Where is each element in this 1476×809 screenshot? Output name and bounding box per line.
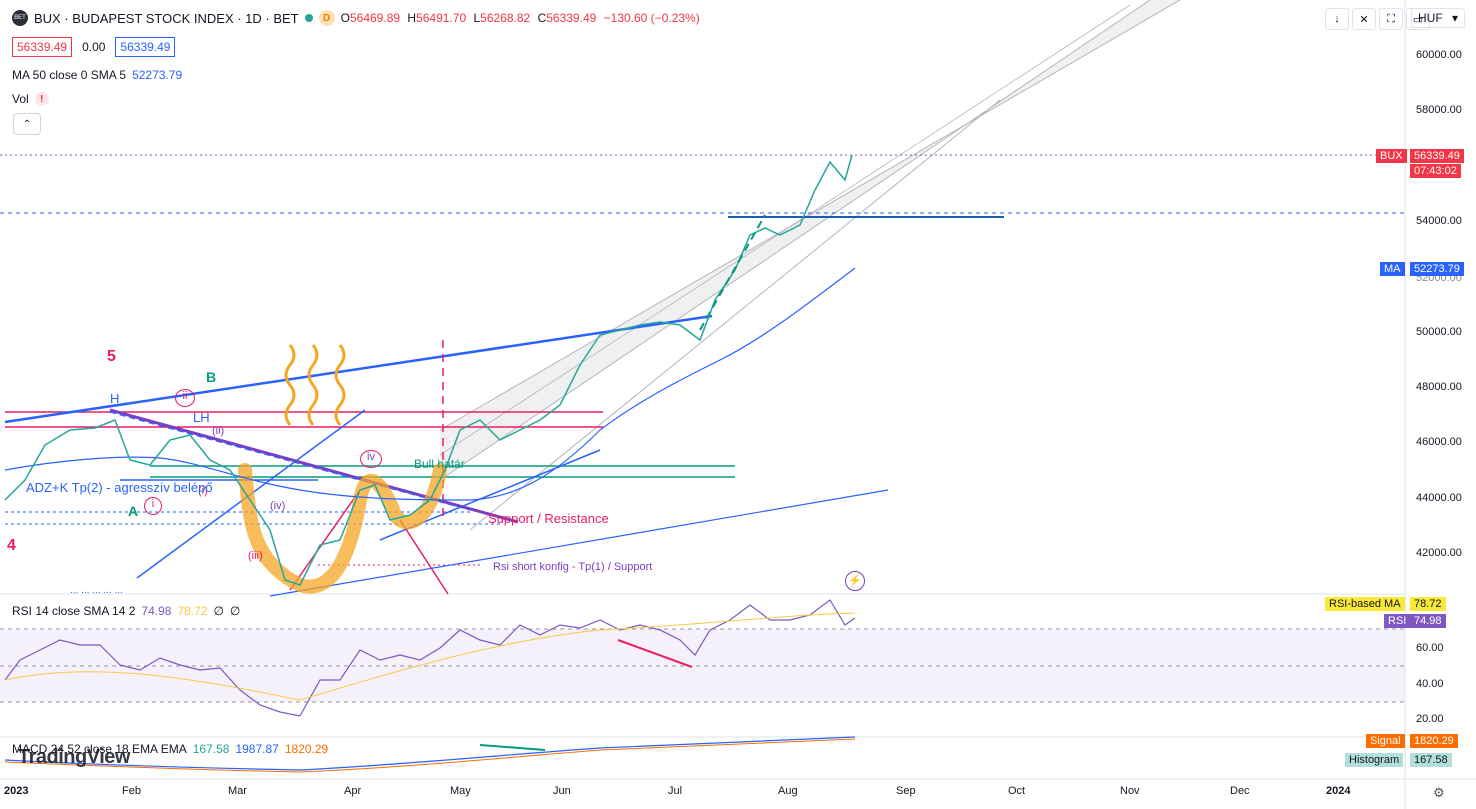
bux-tag-label: BUX bbox=[1376, 149, 1407, 163]
rsi-tick: 60.00 bbox=[1416, 642, 1444, 654]
price-tick: 42000.00 bbox=[1416, 547, 1462, 559]
wave-label-5: 5 bbox=[107, 348, 116, 365]
time-label: 2024 bbox=[1326, 785, 1351, 797]
chevron-up-icon: ⌃ bbox=[22, 118, 32, 130]
histogram-tag-label: Histogram bbox=[1345, 753, 1404, 767]
bux-last-price-tag: 56339.49 bbox=[1410, 149, 1464, 163]
ma-legend[interactable]: MA 50 close 0 SMA 5 52273.79 bbox=[12, 68, 182, 82]
price-tick: 50000.00 bbox=[1416, 326, 1462, 338]
histogram-tag: 167.58 bbox=[1410, 753, 1452, 767]
macd-value: 1987.87 bbox=[235, 742, 279, 756]
label-i-paren: (i) bbox=[198, 485, 208, 497]
dividend-badge[interactable]: D bbox=[318, 10, 335, 26]
signal-tag: 1820.29 bbox=[1410, 734, 1458, 748]
vol-label: Vol bbox=[12, 92, 29, 106]
currency-value: HUF bbox=[1418, 11, 1443, 25]
lightning-icon[interactable]: ⚡ bbox=[845, 571, 865, 591]
label-h: H bbox=[110, 391, 120, 406]
warning-icon[interactable]: ! bbox=[34, 92, 49, 106]
ask-price[interactable]: 56339.49 bbox=[115, 37, 176, 57]
label-ii: ii bbox=[175, 389, 195, 407]
tradingview-watermark: TradingView bbox=[18, 746, 130, 768]
time-label: Nov bbox=[1120, 785, 1140, 797]
time-label: Feb bbox=[122, 785, 141, 797]
label-a: A bbox=[128, 503, 139, 519]
time-label: Sep bbox=[896, 785, 916, 797]
rsi-tag-label: RSI bbox=[1384, 614, 1411, 628]
rsi-sym1: ∅ bbox=[213, 604, 224, 618]
rsi-legend[interactable]: RSI 14 close SMA 14 2 74.98 78.72 ∅ ∅ bbox=[12, 604, 240, 618]
label-i: i bbox=[144, 497, 162, 515]
rsi-ma-value: 78.72 bbox=[177, 604, 208, 618]
symbol-legend[interactable]: BET BUX · BUDAPEST STOCK INDEX · 1D · BE… bbox=[12, 10, 704, 26]
ma-value: 52273.79 bbox=[132, 68, 183, 82]
time-label: Jul bbox=[668, 785, 683, 797]
ma-price-tag: 52273.79 bbox=[1410, 262, 1464, 276]
label-ii-paren: (ii) bbox=[212, 425, 225, 437]
macd-legend[interactable]: MACD 24 52 close 18 EMA EMA 167.58 1987.… bbox=[12, 742, 328, 756]
rsi-value: 74.98 bbox=[141, 604, 172, 618]
annotation-support: Support / Resistance bbox=[488, 511, 609, 526]
volume-legend[interactable]: Vol ! bbox=[12, 92, 49, 106]
ma-tag-label: MA bbox=[1380, 262, 1405, 276]
macd-hist-value: 167.58 bbox=[192, 742, 230, 756]
rsi-ma-tag: 78.72 bbox=[1410, 597, 1446, 611]
rsi-ma-tag-label: RSI-based MA bbox=[1325, 597, 1405, 611]
time-label: Oct bbox=[1008, 785, 1026, 797]
wave-label-4: 4 bbox=[7, 537, 16, 554]
fullscreen-icon[interactable]: ⛶ bbox=[1379, 8, 1403, 30]
gear-icon[interactable]: ⚙ bbox=[1433, 785, 1445, 800]
price-tick: 48000.00 bbox=[1416, 381, 1462, 393]
macd-signal-value: 1820.29 bbox=[284, 742, 329, 756]
time-label: Aug bbox=[778, 785, 798, 797]
time-label: May bbox=[450, 785, 471, 797]
chevron-down-icon: ▾ bbox=[1451, 11, 1458, 25]
time-label: Mar bbox=[228, 785, 247, 797]
rsi-sym2: ∅ bbox=[229, 604, 241, 618]
price-tick: 58000.00 bbox=[1416, 104, 1462, 116]
rsi-tick: 40.00 bbox=[1416, 678, 1444, 690]
price-tick: 60000.00 bbox=[1416, 49, 1462, 61]
rsi-tick: 20.00 bbox=[1416, 713, 1444, 725]
bid-ask-row: 56339.49 0.00 56339.49 bbox=[12, 37, 176, 57]
market-status-icon bbox=[304, 14, 313, 22]
annotation-adz: ADZ+K Tp(2) - agresszív belépő bbox=[26, 480, 213, 495]
rsi-label: RSI 14 close SMA 14 2 bbox=[12, 604, 136, 618]
price-tick: 46000.00 bbox=[1416, 436, 1462, 448]
bid-price[interactable]: 56339.49 bbox=[12, 37, 73, 57]
price-tick: 44000.00 bbox=[1416, 492, 1462, 504]
regression-channel bbox=[440, 0, 1180, 480]
label-iv: iv bbox=[360, 450, 382, 468]
currency-select[interactable]: HUF ▾ bbox=[1411, 8, 1465, 28]
close-icon[interactable]: ✕ bbox=[1352, 8, 1376, 30]
label-lh: LH bbox=[193, 410, 210, 425]
label-iv-paren: (iv) bbox=[270, 500, 286, 512]
time-label: Apr bbox=[344, 785, 362, 797]
label-iii-paren: (iii) bbox=[248, 550, 263, 562]
collapse-legend-button[interactable]: ⌃ bbox=[13, 113, 41, 135]
price-change: −130.60 (−0.23%) bbox=[603, 11, 700, 25]
label-b: B bbox=[206, 369, 217, 385]
signal-tag-label: Signal bbox=[1366, 734, 1405, 748]
macd-label: MACD 24 52 close 18 EMA EMA bbox=[12, 742, 187, 756]
ohlc-values: O56469.89 H56491.70 L56268.82 C56339.49 … bbox=[340, 11, 700, 25]
pane-toolbar: ↓ ✕ ⛶ ▭ bbox=[1325, 8, 1430, 30]
spread-value: 0.00 bbox=[82, 40, 106, 54]
ma-label: MA 50 close 0 SMA 5 bbox=[12, 68, 127, 82]
annotation-bull: Bull határ bbox=[414, 457, 465, 471]
rsi-tag: 74.98 bbox=[1410, 614, 1446, 628]
annotation-partial: ... ... ... ... ... bbox=[70, 585, 123, 596]
price-tick: 54000.00 bbox=[1416, 215, 1462, 227]
symbol-title[interactable]: BUX · BUDAPEST STOCK INDEX · 1D · BET bbox=[34, 10, 299, 26]
download-icon[interactable]: ↓ bbox=[1325, 8, 1349, 30]
bux-countdown-tag: 07:43:02 bbox=[1410, 164, 1461, 178]
time-label: 2023 bbox=[4, 785, 29, 797]
annotation-rsi-short: Rsi short konfig - Tp(1) / Support bbox=[493, 561, 653, 573]
time-label: Jun bbox=[553, 785, 571, 797]
exchange-logo-icon: BET bbox=[12, 10, 28, 26]
time-label: Dec bbox=[1230, 785, 1250, 797]
